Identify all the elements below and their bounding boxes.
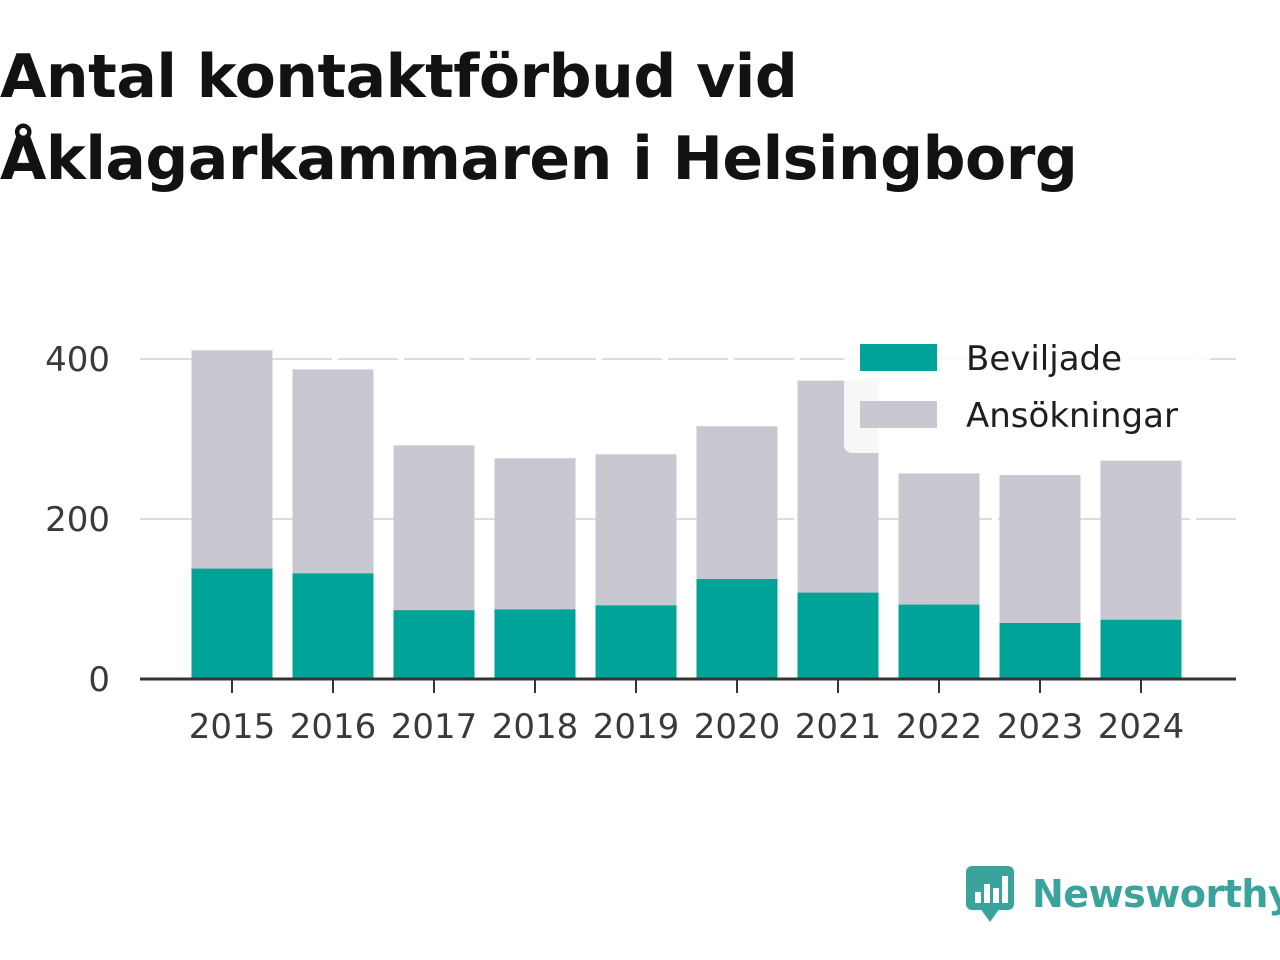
x-tick-label: 2017 <box>391 707 478 747</box>
chart-title: Antal kontaktförbud vid Åklagarkammaren … <box>0 42 1078 194</box>
bar-beviljade <box>797 592 879 679</box>
bar-beviljade <box>393 610 475 679</box>
x-tick-label: 2015 <box>189 707 276 747</box>
bar-beviljade <box>898 604 980 679</box>
newsworthy-logo-icon <box>966 866 1014 922</box>
bar-beviljade <box>696 579 778 679</box>
x-tick-label: 2024 <box>1098 707 1185 747</box>
x-tick-label: 2016 <box>290 707 377 747</box>
bar-beviljade <box>494 609 576 679</box>
x-tick-label: 2019 <box>593 707 680 747</box>
legend-swatch <box>860 401 937 428</box>
x-tick-label: 2022 <box>896 707 983 747</box>
x-tick-label: 2023 <box>997 707 1084 747</box>
y-tick-label: 200 <box>45 500 110 540</box>
brand-logo: Newsworthy <box>964 864 1280 924</box>
x-tick-label: 2021 <box>795 707 882 747</box>
x-tick-label: 2020 <box>694 707 781 747</box>
bar-beviljade <box>292 573 374 679</box>
brand-name: Newsworthy <box>1032 872 1280 916</box>
legend-label: Beviljade <box>966 339 1122 379</box>
legend-label: Ansökningar <box>966 396 1178 436</box>
y-tick-label: 400 <box>45 340 110 380</box>
bar-beviljade <box>191 568 273 679</box>
legend-swatch <box>860 344 937 371</box>
bar-beviljade <box>595 605 677 679</box>
x-tick-label: 2018 <box>492 707 579 747</box>
bar-beviljade <box>1100 619 1182 679</box>
bar-beviljade <box>999 623 1081 679</box>
y-tick-label: 0 <box>88 660 110 700</box>
